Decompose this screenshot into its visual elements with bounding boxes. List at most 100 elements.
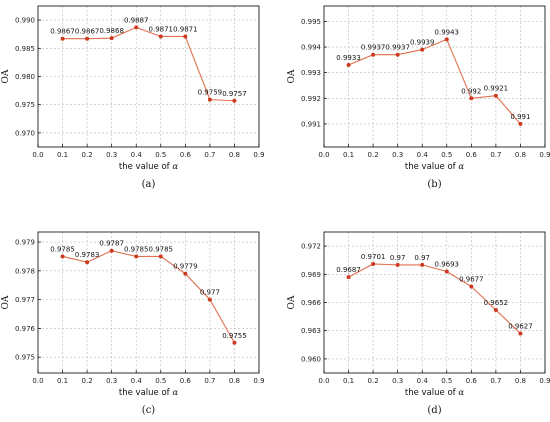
data-label: 0.9921 <box>484 85 509 93</box>
x-tick-label: 0.4 <box>417 151 429 159</box>
x-tick-label: 0.9 <box>539 151 550 159</box>
x-axis-label-text: the value of <box>405 162 458 172</box>
data-label: 0.9687 <box>336 266 361 274</box>
y-tick-label: 0.994 <box>301 44 322 52</box>
x-tick-label: 0.4 <box>131 151 143 159</box>
data-point <box>134 254 139 259</box>
series-line <box>348 38 521 125</box>
x-tick-label: 0.2 <box>82 377 93 385</box>
data-point <box>134 25 139 30</box>
data-label: 0.9937 <box>361 44 386 52</box>
x-tick-label: 0.8 <box>229 377 240 385</box>
x-tick-label: 0.9 <box>539 377 550 385</box>
x-axis-label-text: the value of <box>119 388 172 398</box>
panel-label: (c) <box>142 405 156 416</box>
y-tick-label: 0.977 <box>15 296 35 304</box>
x-axis-label: the value of α <box>405 388 464 398</box>
data-label: 0.9787 <box>99 240 124 248</box>
data-label: 0.9677 <box>459 276 484 284</box>
data-point <box>232 98 237 103</box>
data-point <box>232 340 237 345</box>
x-tick-label: 0.4 <box>131 377 143 385</box>
x-tick-label: 0.0 <box>32 377 43 385</box>
y-tick-label: 0.960 <box>301 355 321 363</box>
data-label: 0.9693 <box>435 260 460 268</box>
data-point <box>469 96 474 101</box>
chart-panel-4: 0.0 0.1 0.2 0.3 0.4 0.5 0.6 0.7 0.8 0.9 0.960 0.963… <box>287 231 550 416</box>
x-axis-label-symbol: α <box>458 162 464 172</box>
data-point <box>207 297 212 302</box>
data-label: 0.9783 <box>75 251 100 259</box>
y-tick-label: 0.969 <box>301 271 321 279</box>
data-label: 0.9755 <box>222 332 247 340</box>
data-label: 0.9867 <box>75 28 100 36</box>
data-point <box>183 34 188 39</box>
x-axis-label-symbol: α <box>172 388 178 398</box>
x-tick-label: 0.2 <box>368 377 379 385</box>
panel-label: (d) <box>427 405 441 416</box>
data-point <box>371 52 376 57</box>
data-point <box>444 269 449 274</box>
y-axis-label: OA <box>287 295 297 309</box>
x-tick-label: 0.8 <box>515 377 526 385</box>
y-tick-label: 0.976 <box>15 325 36 333</box>
data-label: 0.97 <box>390 254 406 262</box>
x-tick-label: 0.1 <box>57 377 68 385</box>
x-tick-label: 0.0 <box>32 151 43 159</box>
data-label: 0.9871 <box>173 25 198 33</box>
y-tick-label: 0.993 <box>301 69 321 77</box>
data-label: 0.9785 <box>149 245 174 253</box>
data-point <box>420 47 425 52</box>
x-tick-label: 0.6 <box>180 377 192 385</box>
x-tick-label: 0.7 <box>490 377 501 385</box>
chart-panel-3: 0.0 0.1 0.2 0.3 0.4 0.5 0.6 0.7 0.8 0.9 0.975 0.976… <box>1 231 265 416</box>
data-label: 0.9757 <box>222 90 247 98</box>
x-tick-label: 0.2 <box>368 151 379 159</box>
y-tick-label: 0.985 <box>15 45 35 53</box>
data-point <box>158 254 163 259</box>
data-label: 0.9868 <box>99 27 124 35</box>
series-line <box>62 26 235 102</box>
y-tick-label: 0.975 <box>15 101 35 109</box>
data-point <box>183 271 188 276</box>
x-tick-label: 0.2 <box>82 151 93 159</box>
data-point <box>493 93 498 98</box>
x-axis-label-text: the value of <box>119 162 172 172</box>
data-point <box>85 36 90 41</box>
series-line <box>62 250 235 344</box>
x-tick-label: 0.1 <box>57 151 68 159</box>
data-label: 0.977 <box>200 289 220 297</box>
x-axis-label: the value of α <box>405 162 464 172</box>
data-point <box>109 36 114 41</box>
data-point <box>60 254 65 259</box>
x-tick-label: 0.6 <box>180 151 192 159</box>
y-tick-label: 0.963 <box>301 327 321 335</box>
y-axis-label: OA <box>1 295 11 309</box>
data-label: 0.9652 <box>484 299 509 307</box>
x-tick-label: 0.1 <box>343 377 354 385</box>
x-axis-label: the value of α <box>119 162 178 172</box>
y-axis-label: OA <box>287 69 297 83</box>
data-label: 0.9627 <box>508 323 533 331</box>
x-axis-label-symbol: α <box>458 388 464 398</box>
data-label: 0.9759 <box>198 89 223 97</box>
data-label: 0.9943 <box>435 28 460 36</box>
y-tick-label: 0.980 <box>15 73 35 81</box>
axis-frame <box>37 231 260 374</box>
data-point <box>60 36 65 41</box>
data-point <box>158 34 163 39</box>
data-point <box>395 262 400 267</box>
x-tick-label: 0.6 <box>466 377 478 385</box>
panel-label: (b) <box>427 179 441 190</box>
data-point <box>518 121 523 126</box>
y-tick-label: 0.975 <box>15 354 35 362</box>
data-point <box>207 97 212 102</box>
chart-panel-1: 0.0 0.1 0.2 0.3 0.4 0.5 0.6 0.7 0.8 0.9 0.970 0.975… <box>1 5 265 190</box>
data-point <box>518 331 523 336</box>
panel-label: (a) <box>142 179 156 190</box>
x-tick-label: 0.4 <box>417 377 429 385</box>
x-tick-label: 0.8 <box>229 151 240 159</box>
data-label: 0.9937 <box>385 44 410 52</box>
x-tick-label: 0.5 <box>441 377 452 385</box>
